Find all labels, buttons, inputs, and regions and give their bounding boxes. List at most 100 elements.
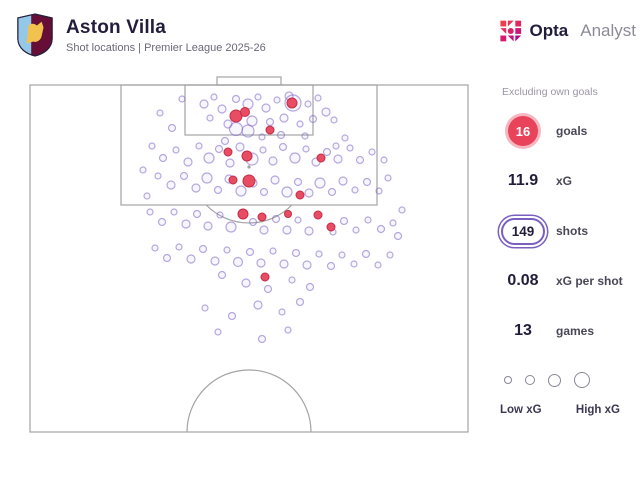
shot-marker xyxy=(217,270,227,280)
shot-marker xyxy=(380,156,388,164)
shot-marker xyxy=(256,258,266,268)
opta-analyst-logo: Opta Analyst xyxy=(500,18,636,44)
shot-marker xyxy=(291,248,301,258)
shot-marker xyxy=(263,284,273,294)
shots-badge: 149 xyxy=(501,217,545,245)
shot-marker xyxy=(241,278,251,288)
xg-size-legend: Low xG High xG xyxy=(500,372,620,416)
shot-marker xyxy=(269,247,277,255)
shot-marker xyxy=(225,221,237,233)
aston-villa-crest-icon xyxy=(17,13,53,57)
shot-marker xyxy=(284,326,292,334)
shot-marker xyxy=(167,123,177,133)
shot-marker xyxy=(364,216,372,224)
shot-marker xyxy=(374,261,382,269)
goal-marker xyxy=(241,150,253,162)
goal-marker xyxy=(313,210,323,220)
stat-goals: 16 goals xyxy=(500,106,636,156)
shot-marker xyxy=(214,328,222,336)
shot-marker xyxy=(278,142,288,152)
shot-marker xyxy=(288,276,296,284)
shot-marker xyxy=(271,214,281,224)
shot-marker xyxy=(281,186,293,198)
shot-marker xyxy=(235,185,247,197)
legend-low-label: Low xG xyxy=(500,404,542,416)
legend-high-label: High xG xyxy=(575,404,620,416)
shot-marker xyxy=(156,109,164,117)
shot-marker xyxy=(210,93,218,101)
legend-labels: Low xG High xG xyxy=(500,404,620,416)
stats-panel: Opta Analyst Excluding own goals 16 goals… xyxy=(500,18,636,416)
shot-marker xyxy=(166,180,176,190)
page-subtitle: Shot locations | Premier League 2025-26 xyxy=(66,41,266,54)
shot-marker xyxy=(268,156,278,166)
opta-logo-icon xyxy=(500,20,522,42)
legend-circle-large xyxy=(548,373,561,387)
shot-marker xyxy=(158,153,168,163)
goal-marker xyxy=(242,174,256,188)
goal-marker xyxy=(284,210,292,218)
shot-marker xyxy=(201,304,209,312)
shot-marker xyxy=(139,166,147,174)
shot-marker xyxy=(361,249,371,259)
shot-marker xyxy=(201,172,213,184)
shot-marker xyxy=(227,311,237,321)
stat-games: 13 games xyxy=(500,306,636,356)
shot-marker xyxy=(151,244,159,252)
shot-marker xyxy=(217,104,227,114)
xg-per-shot-value: 0.08 xyxy=(507,272,539,289)
shot-marker xyxy=(172,146,180,154)
shot-marker xyxy=(276,130,286,140)
shot-marker xyxy=(213,185,223,195)
brand-suffix: Analyst xyxy=(580,21,636,40)
stat-shots: 149 shots xyxy=(500,206,636,256)
shot-marker xyxy=(282,225,292,235)
shot-marker xyxy=(339,216,349,226)
shot-marker xyxy=(308,114,318,124)
shot-marker xyxy=(210,256,220,266)
goal-marker xyxy=(286,97,298,109)
shot-marker xyxy=(216,211,224,219)
shot-marker xyxy=(175,243,183,251)
shots-label: shots xyxy=(556,224,589,238)
goal-marker xyxy=(295,190,305,200)
shot-marker xyxy=(376,224,386,234)
shot-marker xyxy=(181,219,191,229)
shot-marker xyxy=(146,208,154,216)
shot-marker xyxy=(295,297,305,307)
shot-marker xyxy=(148,142,156,150)
shot-marker xyxy=(223,246,231,254)
shot-marker xyxy=(206,114,214,122)
shot-marker xyxy=(322,147,332,157)
shot-marker xyxy=(273,96,281,104)
shot-marker xyxy=(254,93,262,101)
shot-marker xyxy=(384,174,392,182)
shot-marker xyxy=(330,116,338,124)
legend-circles xyxy=(500,372,620,388)
shot-marker xyxy=(314,177,326,189)
shot-marker xyxy=(186,254,196,264)
goal-marker xyxy=(237,208,249,220)
shot-marker xyxy=(296,120,304,128)
shot-marker xyxy=(199,99,209,109)
legend-circle-small xyxy=(504,376,512,384)
shot-marker xyxy=(346,144,354,152)
shot-marker xyxy=(375,187,383,195)
shot-marker xyxy=(302,145,310,153)
shot-marker xyxy=(203,152,215,164)
shot-marker xyxy=(389,219,397,227)
shot-marker xyxy=(259,187,269,197)
goal-marker xyxy=(223,147,233,157)
goal-marker xyxy=(228,175,238,185)
shots-layer xyxy=(139,91,406,344)
shot-marker xyxy=(170,208,178,216)
shot-marker xyxy=(143,192,151,200)
stat-xg: 11.9 xG xyxy=(500,156,636,206)
goal-marker xyxy=(240,107,250,117)
shot-marker xyxy=(332,142,340,150)
shot-marker xyxy=(305,282,315,292)
shot-marker xyxy=(314,94,322,102)
shot-marker xyxy=(304,226,314,236)
goal-marker xyxy=(326,222,336,232)
